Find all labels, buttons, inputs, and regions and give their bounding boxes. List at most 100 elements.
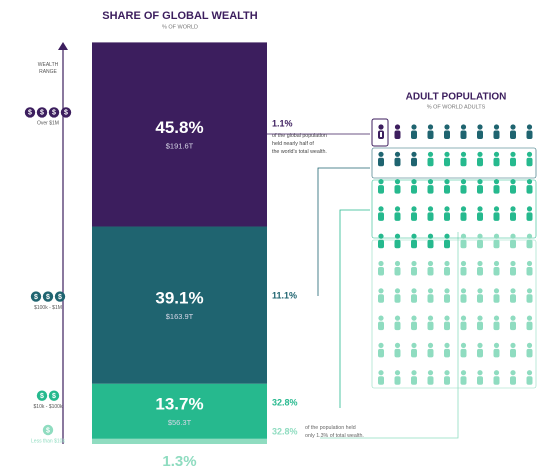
- icon-head: [411, 260, 417, 267]
- person-icon: [526, 260, 533, 276]
- icon-body: [444, 239, 450, 249]
- population-label: 32.8%: [272, 397, 298, 407]
- dollar-icon: [48, 107, 60, 118]
- icon-body: [394, 130, 401, 139]
- person-icon: [460, 260, 467, 276]
- person-icon: [444, 124, 450, 139]
- person-icon: [411, 370, 417, 385]
- icon-head: [460, 233, 467, 239]
- person-icon: [477, 151, 483, 167]
- icon-head: [444, 342, 450, 348]
- person-icon: [477, 315, 483, 331]
- icon-body: [493, 376, 500, 385]
- icon-body: [510, 294, 516, 303]
- icon-head: [510, 260, 516, 267]
- value-label: 39.1%: [155, 289, 203, 308]
- person-icon: [493, 342, 500, 358]
- person-icon: [378, 260, 384, 276]
- person-icon: [493, 206, 500, 221]
- icon-head: [411, 288, 417, 294]
- icon-body: [526, 157, 533, 167]
- group-box: [371, 147, 537, 179]
- person-icon: [460, 342, 467, 358]
- person-icon: [460, 233, 467, 249]
- icon-body: [444, 185, 450, 194]
- person-icon: [510, 151, 516, 167]
- person-icon: [411, 124, 417, 139]
- icon-head: [427, 206, 434, 212]
- person-icon: [378, 151, 384, 167]
- icon-head: [526, 342, 533, 348]
- icon-body: [444, 376, 450, 385]
- person-icon: [444, 179, 450, 194]
- icon-body: [460, 376, 467, 385]
- icon-head: [444, 288, 450, 294]
- person-icon: [427, 151, 434, 167]
- icon-body: [427, 321, 434, 331]
- dollar-symbol: $: [58, 294, 62, 301]
- person-icon: [460, 124, 467, 139]
- person-icon: [444, 206, 450, 221]
- person-icon: [493, 124, 500, 139]
- icon-head: [378, 151, 384, 157]
- icon-body: [394, 321, 401, 331]
- icon-head: [493, 206, 500, 212]
- icon-body: [411, 294, 417, 303]
- icon-body: [510, 321, 516, 331]
- bar-segment: [92, 42, 267, 227]
- icon-body: [510, 239, 516, 249]
- icon-head: [394, 179, 401, 185]
- dollar-symbol: $: [46, 294, 50, 301]
- icon-body: [477, 239, 483, 249]
- icon-body: [411, 130, 417, 139]
- icon-body: [493, 130, 500, 139]
- icon-head: [510, 124, 516, 130]
- icon-body: [444, 348, 450, 358]
- icon-head: [427, 315, 434, 321]
- icon-body: [394, 239, 401, 249]
- person-icon: [427, 315, 434, 331]
- icon-body: [394, 348, 401, 358]
- icon-body: [460, 212, 467, 221]
- icon-body: [493, 239, 500, 249]
- icon-head: [378, 315, 384, 321]
- icon-body: [460, 130, 467, 139]
- person-icon: [460, 179, 467, 194]
- icon-head: [427, 288, 434, 294]
- icon-head: [526, 151, 533, 157]
- icon-head: [493, 179, 500, 185]
- icon-body: [460, 267, 467, 276]
- group-box: [371, 118, 389, 147]
- dollar-icon: [30, 291, 42, 302]
- bar-segment: [92, 383, 267, 439]
- person-icon: [477, 206, 483, 221]
- icon-head: [526, 315, 533, 321]
- value-label: 13.7%: [155, 395, 203, 414]
- icon-body: [477, 212, 483, 221]
- person-icon: [493, 288, 500, 303]
- icon-body: [378, 185, 384, 194]
- icon-head: [460, 315, 467, 321]
- person-icon: [378, 370, 384, 385]
- icon-body: [444, 267, 450, 276]
- icon-head: [477, 233, 483, 239]
- person-icon: [526, 288, 533, 303]
- person-icon: [460, 151, 467, 167]
- category-label: $100k - $1M: [34, 305, 62, 311]
- icon-head: [493, 260, 500, 267]
- chart-subtitle: % OF WORLD: [162, 24, 198, 30]
- icon-body: [444, 130, 450, 139]
- icon-head: [460, 370, 467, 376]
- person-icon: [411, 342, 417, 358]
- icon-head: [526, 260, 533, 267]
- icon-body: [526, 348, 533, 358]
- icon-body: [378, 212, 384, 221]
- dollar-icon: [42, 291, 54, 302]
- icon-body: [510, 185, 516, 194]
- person-icon: [394, 288, 401, 303]
- icon-body: [378, 239, 384, 249]
- person-icon: [378, 288, 384, 303]
- person-icon: [444, 342, 450, 358]
- icon-body: [411, 212, 417, 221]
- icon-head: [477, 288, 483, 294]
